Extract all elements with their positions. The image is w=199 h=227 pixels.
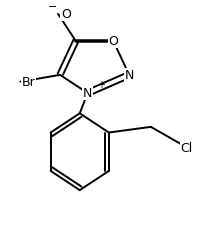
Text: −: − [47, 2, 57, 12]
Text: O: O [108, 35, 118, 48]
Text: Br: Br [21, 76, 35, 89]
Text: O: O [61, 8, 71, 21]
Text: N: N [83, 87, 92, 100]
Text: +: + [98, 80, 105, 89]
Text: N: N [124, 69, 134, 82]
Text: Cl: Cl [180, 141, 193, 154]
